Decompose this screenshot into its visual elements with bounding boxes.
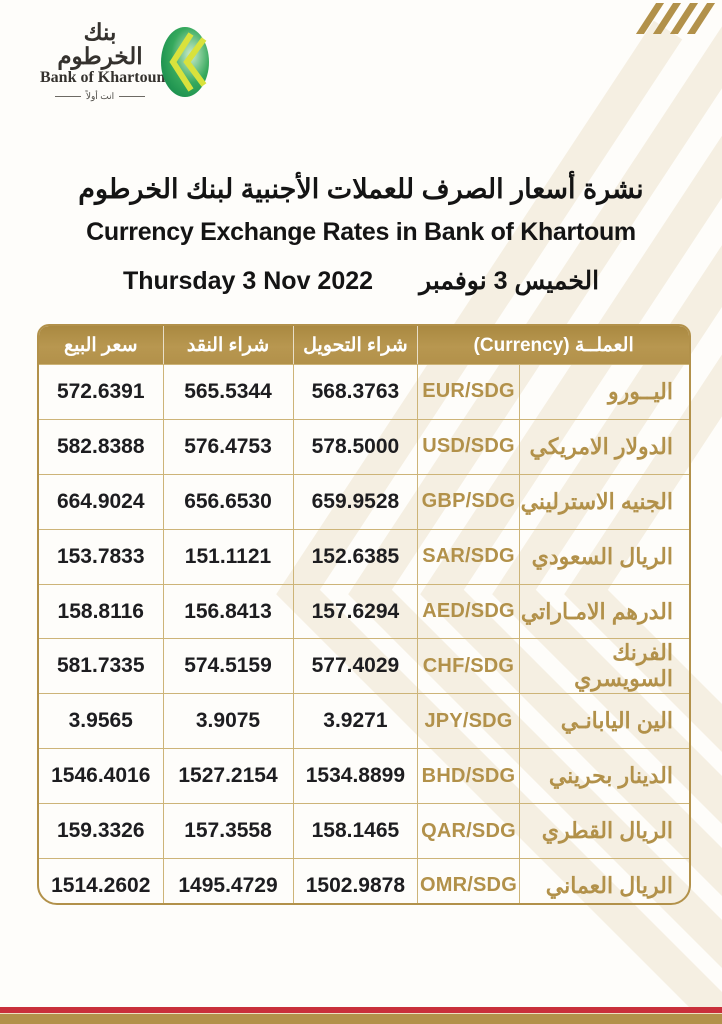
rates-table-header: سعر البيع شراء النقد شراء التحويل العملـ… [39,326,689,364]
currency-code: BHD/SDG [417,749,518,804]
rates-table: سعر البيع شراء النقد شراء التحويل العملـ… [37,324,691,905]
cash-buy-value: 151.1121 [162,529,293,584]
rate-row: 582.8388 576.4753 578.5000 USD/SDG الدول… [39,418,689,474]
currency-name-arabic: الدولار الامريكي [518,419,689,474]
currency-name-arabic: الين اليابانـي [518,694,689,749]
cash-buy-value: 576.4753 [162,419,293,474]
rate-row: 159.3326 157.3558 158.1465 QAR/SDG الريا… [39,803,689,859]
header-cash-buy: شراء النقد [162,326,293,364]
header-transfer-buy: شراء التحويل [292,326,418,364]
rate-row: 572.6391 565.5344 568.3763 EUR/SDG اليــ… [39,364,689,419]
transfer-buy-value: 157.6294 [292,584,418,639]
currency-code: EUR/SDG [417,365,518,419]
currency-code: USD/SDG [417,419,518,474]
cash-buy-value: 1527.2154 [162,749,293,804]
sell-price-value: 3.9565 [68,709,133,733]
currency-code: AED/SDG [417,584,518,639]
cash-buy-value: 1495.4729 [162,859,293,903]
currency-name-arabic: الدينار بحريني [518,749,689,804]
bank-name-english: Bank of Khartoum [40,69,170,87]
currency-name-arabic: الدرهم الامـاراتي [518,584,689,639]
cash-buy-value: 3.9075 [162,694,293,749]
bank-tagline: انت أولاً [40,91,160,102]
title-block: نشرة أسعار الصرف للعملات الأجنبية لبنك ا… [0,174,722,296]
date-english: Thursday 3 Nov 2022 [122,267,374,295]
header-currency: العملــة (Currency) [417,326,689,364]
rate-row: 581.7335 574.5159 577.4029 CHF/SDG الفرن… [39,638,689,694]
rate-row: 664.9024 656.6530 659.9528 GBP/SDG الجني… [39,473,689,529]
bank-brand-block: بنك الخرطوم Bank of Khartoum انت أولاً [40,19,170,102]
transfer-buy-value: 578.5000 [292,419,418,474]
currency-code: SAR/SDG [417,529,518,584]
transfer-buy-value: 1534.8899 [292,749,418,804]
rates-table-body: 572.6391 565.5344 568.3763 EUR/SDG اليــ… [39,364,689,903]
rate-row: 3.9565 3.9075 3.9271 JPY/SDG الين اليابا… [39,693,689,749]
cash-buy-value: 656.6530 [162,474,293,529]
currency-name-arabic: الريال القطري [518,804,689,859]
currency-code: JPY/SDG [417,694,518,749]
currency-name-arabic: الريال السعودي [518,529,689,584]
title-english: Currency Exchange Rates in Bank of Khart… [86,218,636,246]
transfer-buy-value: 568.3763 [292,365,418,419]
tagline-dash [54,96,81,98]
sell-price-value: 1514.2602 [51,873,151,897]
sell-price-value: 581.7335 [56,654,145,678]
currency-name-arabic: الجنيه الاسترليني [518,474,689,529]
transfer-buy-value: 158.1465 [292,804,418,859]
transfer-buy-value: 152.6385 [292,529,418,584]
cash-buy-value: 156.8413 [162,584,293,639]
currency-code: QAR/SDG [417,804,518,859]
rate-row: 1546.4016 1527.2154 1534.8899 BHD/SDG ال… [39,748,689,804]
sell-price-value: 158.8116 [57,599,144,623]
currency-name-arabic: الفرنك السويسري [518,639,689,694]
currency-name-arabic: الريال العماني [518,859,689,903]
sell-price-value: 1546.4016 [51,764,151,788]
sell-price-value: 572.6391 [56,379,145,403]
footer-gold-stripe [0,1014,722,1024]
cash-buy-value: 574.5159 [162,639,293,694]
sell-price-value: 153.7833 [56,544,145,568]
sell-price-value: 582.8388 [56,434,145,458]
transfer-buy-value: 577.4029 [292,639,418,694]
rate-row: 1514.2602 1495.4729 1502.9878 OMR/SDG ال… [39,858,689,903]
sell-price-value: 664.9024 [56,489,145,513]
rate-row: 153.7833 151.1121 152.6385 SAR/SDG الريا… [39,528,689,584]
currency-code: GBP/SDG [417,474,518,529]
currency-code: OMR/SDG [417,859,518,903]
date-arabic: الخميس 3 نوفمبر [419,267,600,295]
transfer-buy-value: 659.9528 [292,474,418,529]
sell-price-value: 159.3326 [56,819,145,843]
tagline-text: انت أولاً [85,91,115,102]
transfer-buy-value: 3.9271 [292,694,418,749]
gold-stripes-decoration [635,3,720,37]
bank-name-arabic: بنك الخرطوم [57,19,143,70]
rate-row: 158.8116 156.8413 157.6294 AED/SDG الدره… [39,583,689,639]
cash-buy-value: 565.5344 [162,365,293,419]
bank-logo-icon [160,26,210,103]
title-arabic: نشرة أسعار الصرف للعملات الأجنبية لبنك ا… [78,174,644,204]
currency-code: CHF/SDG [417,639,518,694]
header-sell-price: سعر البيع [64,334,138,356]
date-line: Thursday 3 Nov 2022 الخميس 3 نوفمبر [0,266,722,296]
transfer-buy-value: 1502.9878 [292,859,418,903]
currency-name-arabic: اليــورو [518,365,689,419]
cash-buy-value: 157.3558 [162,804,293,859]
tagline-dash [119,96,146,98]
